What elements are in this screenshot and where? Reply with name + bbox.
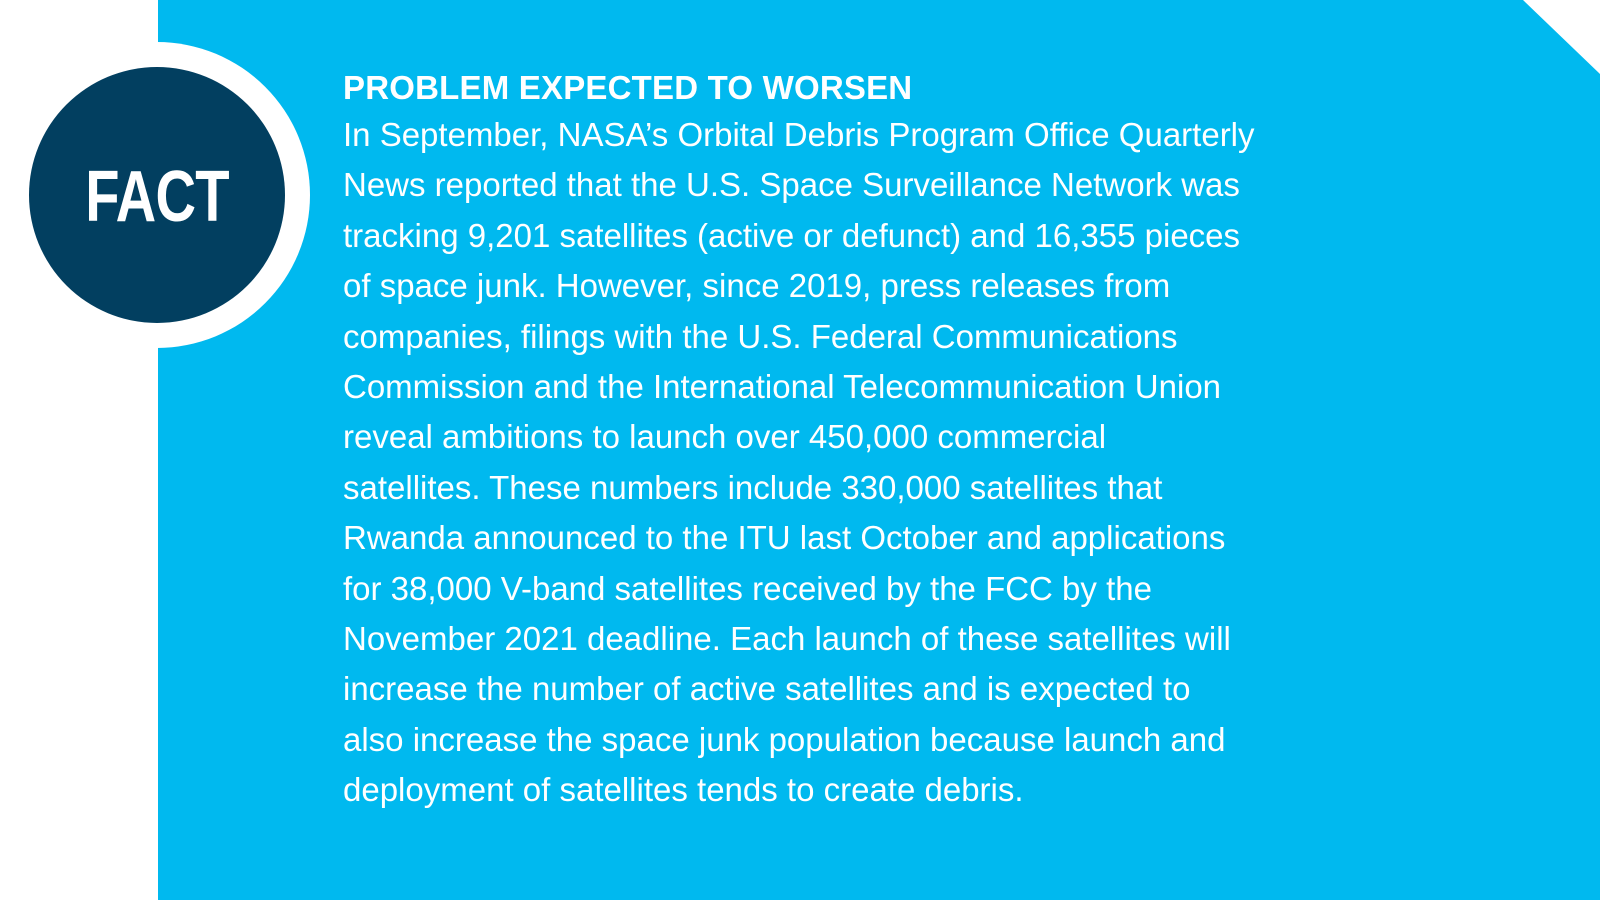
fact-panel-background bbox=[158, 0, 1600, 900]
fact-badge-label: FACT bbox=[85, 157, 229, 237]
fact-headline: PROBLEM EXPECTED TO WORSEN bbox=[343, 69, 913, 106]
fact-body: In September, NASA’s Orbital Debris Prog… bbox=[343, 116, 1255, 809]
fact-badge: FACT bbox=[29, 67, 285, 323]
fact-content: PROBLEM EXPECTED TO WORSEN In September,… bbox=[343, 66, 1523, 816]
